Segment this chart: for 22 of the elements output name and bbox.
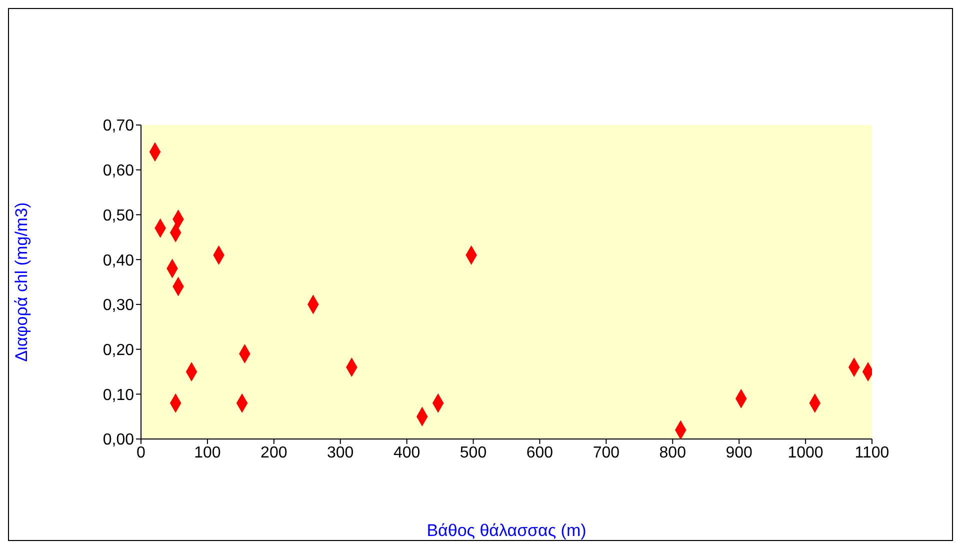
x-tick-label: 500 [460, 444, 487, 462]
y-tick-label: 0,10 [102, 386, 134, 404]
y-tick-label: 0,00 [102, 432, 134, 449]
x-tick-label: 100 [194, 444, 221, 462]
x-tick-label: 700 [592, 444, 620, 462]
x-tick-label: 1000 [788, 444, 824, 462]
y-tick-label: 0,20 [102, 342, 134, 359]
y-tick-label: 0,40 [102, 252, 134, 270]
y-tick-label: 0,70 [102, 118, 134, 135]
x-tick-label: 400 [393, 444, 420, 462]
x-tick-label: 600 [526, 444, 554, 462]
y-tick-label: 0,60 [102, 162, 134, 180]
x-tick-label: 0 [136, 444, 146, 462]
y-axis-title: Διαφορά chl (mg/m3) [12, 202, 32, 362]
x-tick-label: 900 [726, 444, 753, 462]
x-tick-label: 300 [327, 444, 354, 462]
y-tick-label: 0,50 [102, 207, 134, 224]
y-tick-label: 0,30 [102, 297, 134, 314]
x-tick-label: 200 [260, 444, 288, 462]
x-axis-title: Βάθος θάλασσας (m) [426, 521, 586, 540]
x-tick-label: 1100 [854, 444, 890, 462]
x-tick-label: 800 [659, 444, 686, 462]
